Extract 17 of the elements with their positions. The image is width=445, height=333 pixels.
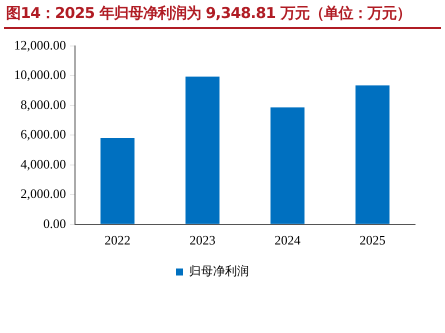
y-tick-label: 2,000.00: [20, 186, 66, 202]
bar: [356, 85, 390, 224]
y-tick-label: 8,000.00: [20, 96, 66, 112]
x-tick-label: 2025: [360, 232, 386, 248]
bar: [186, 76, 220, 224]
y-tick-label: 6,000.00: [20, 126, 66, 142]
x-tick-label: 2022: [104, 232, 130, 248]
y-tick-label: 4,000.00: [20, 156, 66, 172]
y-tick-label: 10,000.00: [14, 67, 66, 82]
legend-label: 归母净利润: [189, 264, 249, 278]
y-tick-label: 0.00: [43, 216, 66, 231]
x-tick-label: 2023: [190, 232, 216, 248]
chart-title: 图14：2025 年归母净利润为 9,348.81 万元（单位：万元）: [6, 4, 411, 23]
bar: [270, 107, 304, 224]
bar: [100, 138, 134, 224]
x-tick-label: 2024: [274, 232, 301, 248]
y-tick-label: 12,000.00: [14, 37, 66, 52]
